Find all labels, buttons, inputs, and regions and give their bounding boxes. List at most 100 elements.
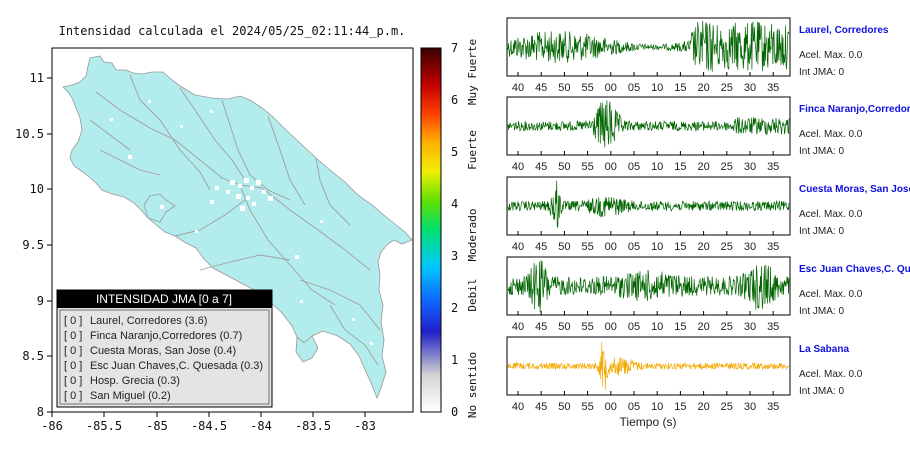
- station-name: Cuesta Moras, San Jose: [799, 184, 910, 195]
- time-tick-label: 00: [605, 82, 617, 94]
- waveform-trace: [507, 100, 790, 148]
- lat-tick-marks: [47, 77, 52, 413]
- int-jma: Int JMA: 0: [799, 386, 844, 397]
- time-tick-label: 25: [721, 82, 733, 94]
- time-tick-label: 40: [512, 401, 524, 413]
- time-tick-label: 25: [721, 321, 733, 333]
- accel-max: Acel. Max. 0.0: [799, 369, 863, 380]
- int-jma: Int JMA: 0: [799, 226, 844, 237]
- time-tick-label: 10: [651, 401, 663, 413]
- time-tick-label: 00: [605, 241, 617, 253]
- time-tick-label: 30: [744, 401, 756, 413]
- lon-tick-marks: [51, 412, 366, 417]
- legend-item-name: Laurel, Corredores (3.6): [90, 315, 207, 327]
- lat-tick: 8.5: [22, 349, 44, 363]
- time-tick-label: 55: [581, 161, 593, 173]
- legend-item-name: San Miguel (0.2): [90, 390, 171, 402]
- waveform-trace: [507, 260, 790, 313]
- legend-item-name: Finca Naranjo,Corredores (0.7): [90, 330, 242, 342]
- time-tick-label: 30: [744, 241, 756, 253]
- waveform-trace: [507, 180, 790, 228]
- int-jma: Int JMA: 0: [799, 306, 844, 317]
- lon-axis: -86 -85.5 -85 -84.5 -84 -83.5 -83: [41, 419, 376, 433]
- lon-tick: -83: [354, 419, 376, 433]
- time-tick-label: 35: [767, 82, 779, 94]
- waveform-panel: 40 45 50 55 00 05 10 15 20 25 30 35 La Sabana Acel. M…: [506, 336, 863, 413]
- colorbar-tick: 1: [451, 353, 458, 367]
- time-tick-label: 00: [605, 321, 617, 333]
- time-tick-label: 05: [628, 241, 640, 253]
- waveform-panel: 40 45 50 55 00 05 10 15 20 25 30 35 Cuesta Moras, Sa…: [506, 176, 910, 253]
- osa-peninsula: [295, 335, 319, 363]
- lat-tick: 10: [30, 182, 44, 196]
- station-name: Esc Juan Chaves,C. Quesada: [799, 264, 910, 275]
- legend-title: INTENSIDAD JMA [0 a 7]: [96, 292, 232, 306]
- time-tick-label: 05: [628, 82, 640, 94]
- time-tick-label: 50: [558, 241, 570, 253]
- colorbar-tick: 3: [451, 249, 458, 263]
- time-tick-label: 35: [767, 321, 779, 333]
- time-tick-label: 30: [744, 82, 756, 94]
- nicoya-gulf-coast: [143, 193, 176, 223]
- lon-tick: -85.5: [86, 419, 122, 433]
- time-tick-label: 15: [674, 321, 686, 333]
- time-tick-label: 15: [674, 82, 686, 94]
- time-axis-label: Tiempo (s): [620, 415, 677, 429]
- int-jma: Int JMA: 0: [799, 67, 844, 78]
- legend-item-name: Cuesta Moras, San Jose (0.4): [90, 345, 236, 357]
- time-tick-label: 45: [535, 321, 547, 333]
- legend-item-value: [ 0 ]: [64, 390, 82, 402]
- time-tick-label: 10: [651, 321, 663, 333]
- waveform-panel: 40 45 50 55 00 05 10 15 20 25 30 35 Finca Naranjo,Co…: [506, 96, 910, 173]
- time-tick-label: 55: [581, 82, 593, 94]
- time-tick-label: 30: [744, 161, 756, 173]
- intensity-legend: INTENSIDAD JMA [0 a 7] [ 0 ] Laurel, Cor…: [56, 289, 273, 408]
- lat-tick: 9.5: [22, 238, 44, 252]
- time-tick-label: 15: [674, 241, 686, 253]
- lat-axis: 8 8.5 9 9.5 10 10.5 11: [15, 71, 44, 419]
- legend-item-value: [ 0 ]: [64, 345, 82, 357]
- legend-item-value: [ 0 ]: [64, 315, 82, 327]
- time-tick-label: 50: [558, 82, 570, 94]
- waveform-panel: 40 45 50 55 00 05 10 15 20 25 30 35 Esc Juan Chaves,…: [506, 256, 910, 333]
- colorbar-tick: 7: [451, 41, 458, 55]
- lon-tick: -84.5: [191, 419, 227, 433]
- map-title: Intensidad calculada el 2024/05/25_02:11…: [59, 24, 406, 38]
- time-tick-label: 10: [651, 161, 663, 173]
- legend-box: [56, 289, 273, 408]
- waveform-trace: [507, 20, 790, 72]
- time-tick-label: 20: [697, 401, 709, 413]
- time-tick-label: 05: [628, 401, 640, 413]
- time-tick-label: 45: [535, 241, 547, 253]
- accel-max: Acel. Max. 0.0: [799, 50, 863, 61]
- station-markers: [110, 100, 373, 345]
- legend-item-value: [ 0 ]: [64, 360, 82, 372]
- station-name: Laurel, Corredores: [799, 25, 889, 36]
- time-tick-label: 50: [558, 401, 570, 413]
- station-name: La Sabana: [799, 344, 849, 355]
- time-tick-label: 25: [721, 401, 733, 413]
- time-tick-label: 10: [651, 82, 663, 94]
- time-tick-label: 40: [512, 321, 524, 333]
- accel-max: Acel. Max. 0.0: [799, 289, 863, 300]
- colorbar-categories: No sentido Debil Moderado Fuerte Muy Fue…: [466, 39, 479, 418]
- time-tick-label: 55: [581, 241, 593, 253]
- time-tick-label: 40: [512, 161, 524, 173]
- time-tick-label: 10: [651, 241, 663, 253]
- time-tick-label: 00: [605, 401, 617, 413]
- legend-item-name: Esc Juan Chaves,C. Quesada (0.3): [90, 360, 263, 372]
- waveform-panel: 40 45 50 55 00 05 10 15 20 25 30 35 Laurel, Corredor…: [506, 17, 889, 94]
- time-tick-label: 25: [721, 161, 733, 173]
- category-debil: Debil: [466, 278, 479, 311]
- time-tick-label: 20: [697, 161, 709, 173]
- colorbar-tick: 4: [451, 197, 458, 211]
- time-tick-label: 20: [697, 82, 709, 94]
- colorbar-ticks: 0 1 2 3 4 5 6 7: [451, 41, 458, 419]
- time-tick-label: 35: [767, 401, 779, 413]
- time-tick-label: 20: [697, 321, 709, 333]
- time-tick-label: 50: [558, 161, 570, 173]
- lon-tick: -83.5: [295, 419, 331, 433]
- lat-tick: 10.5: [15, 127, 44, 141]
- costa-rica-land: [62, 55, 413, 400]
- time-tick-label: 45: [535, 161, 547, 173]
